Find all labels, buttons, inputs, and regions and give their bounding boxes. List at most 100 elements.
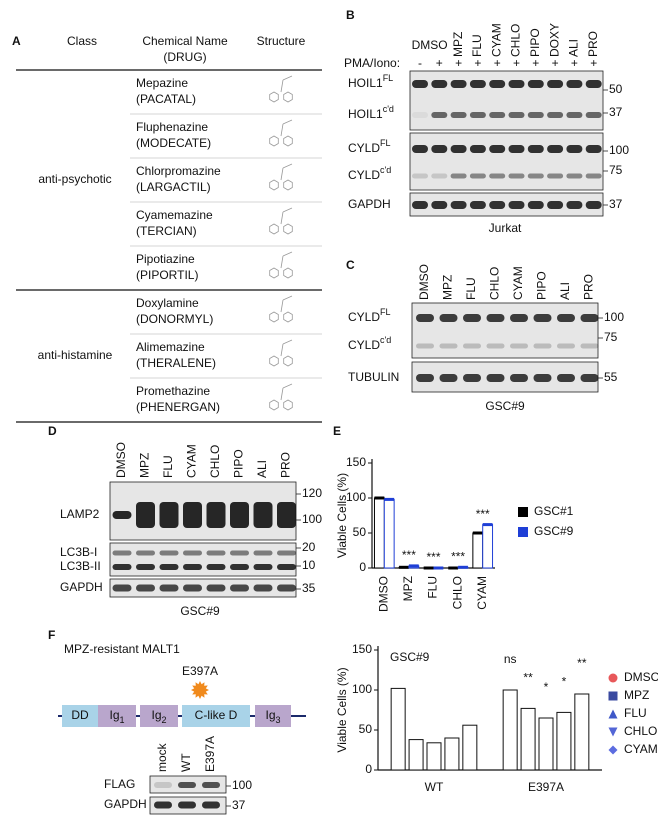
lane-label: CHLO	[208, 445, 222, 478]
structure-ring	[269, 223, 279, 235]
cell-line: GSC#9	[180, 604, 220, 618]
treatment-sign: +	[571, 56, 578, 70]
lane-label: CYAM	[185, 444, 199, 478]
structure-ring	[269, 135, 279, 147]
bar	[462, 724, 478, 771]
domain-label: C-like D	[195, 708, 238, 722]
band-label: GAPDH	[60, 580, 103, 594]
domain-label-main: Ig	[265, 708, 275, 722]
band-label-main: LAMP2	[60, 507, 100, 521]
significance: *	[544, 680, 549, 694]
bar	[520, 707, 536, 771]
band	[412, 145, 428, 153]
band	[450, 173, 467, 179]
band	[463, 374, 481, 382]
bar-top	[384, 497, 395, 501]
band	[486, 314, 505, 322]
treatment-sign: +	[455, 56, 462, 70]
lane-label: PIPO	[232, 449, 246, 478]
band	[580, 314, 599, 322]
treatment-sign: +	[494, 56, 501, 70]
band-label-main: TUBULIN	[348, 370, 399, 384]
band	[253, 550, 273, 556]
panel-label: B	[346, 8, 355, 22]
legend-label: CHLO	[624, 724, 657, 738]
y-tick-label: 150	[352, 642, 372, 656]
band	[469, 80, 486, 88]
bar-top	[399, 565, 409, 569]
band	[112, 584, 132, 592]
band-label: GAPDH	[348, 197, 391, 211]
band	[159, 584, 179, 592]
band	[450, 201, 467, 209]
x-tick-label: CYAM	[475, 576, 489, 610]
treatment-sign: +	[552, 56, 559, 70]
bar	[556, 711, 572, 771]
band	[206, 502, 226, 528]
protein-domain	[255, 705, 291, 727]
band	[206, 550, 226, 556]
structure-bond	[280, 79, 284, 93]
structure-bond	[282, 119, 293, 125]
band-label-main: CYLD	[348, 310, 380, 324]
band	[178, 801, 196, 809]
y-tick-label: 100	[346, 490, 366, 504]
band	[547, 173, 564, 179]
y-tick-label: 100	[352, 682, 372, 696]
band	[277, 564, 296, 570]
lane-label: ALI	[255, 460, 269, 478]
bar-top	[374, 496, 385, 500]
band	[547, 201, 564, 209]
panel-label: C	[346, 258, 355, 272]
drug-brand: (THERALENE)	[136, 356, 216, 370]
band-label-sup: FL	[383, 73, 394, 83]
cell-line: GSC#9	[485, 399, 525, 413]
domain-label: Ig1	[109, 708, 124, 725]
band-label: TUBULIN	[348, 370, 399, 384]
band	[136, 584, 155, 592]
band	[183, 502, 202, 528]
band	[206, 584, 226, 592]
band-label-sup: FL	[380, 138, 391, 148]
band	[416, 374, 434, 382]
treatment-sign: +	[590, 56, 597, 70]
bar-top	[448, 566, 459, 570]
band	[277, 550, 296, 556]
lane-label: PRO	[279, 452, 293, 478]
structure-ring	[283, 223, 293, 235]
band	[547, 112, 564, 118]
blot-membrane	[109, 542, 297, 577]
legend-label: DMSO	[624, 670, 658, 684]
domain-label-sub: 3	[276, 715, 281, 725]
size-marker: 37	[232, 798, 246, 812]
structure-ring	[269, 311, 279, 323]
lane-label: DMSO	[114, 442, 128, 478]
band	[533, 343, 552, 349]
drug-brand: (MODECATE)	[136, 136, 211, 150]
size-marker: 10	[302, 558, 316, 572]
band	[508, 201, 525, 209]
band	[585, 112, 602, 118]
significance: **	[523, 671, 533, 685]
drug-class: anti-psychotic	[38, 172, 111, 186]
band-label-main: LC3B-I	[60, 545, 97, 559]
panel-label: D	[48, 424, 57, 438]
band	[431, 201, 448, 209]
band	[183, 564, 202, 570]
lane-label: PRO	[582, 274, 596, 300]
band	[557, 374, 575, 382]
band	[486, 374, 505, 382]
band	[527, 80, 544, 88]
lane-label: CYAM	[511, 266, 525, 300]
size-marker: 35	[302, 581, 316, 595]
band	[183, 550, 202, 556]
x-tick-label: DMSO	[376, 576, 390, 612]
blot-membrane	[411, 302, 599, 359]
band-label: CYLDc'd	[348, 335, 391, 352]
significance: ***	[402, 548, 416, 562]
legend-label: MPZ	[624, 688, 649, 702]
band-label: CYLDc'd	[348, 165, 391, 182]
band-label-main: HOIL1	[348, 107, 383, 121]
band-label-main: CYLD	[348, 141, 380, 155]
diagram-title: MPZ-resistant MALT1	[64, 642, 180, 656]
